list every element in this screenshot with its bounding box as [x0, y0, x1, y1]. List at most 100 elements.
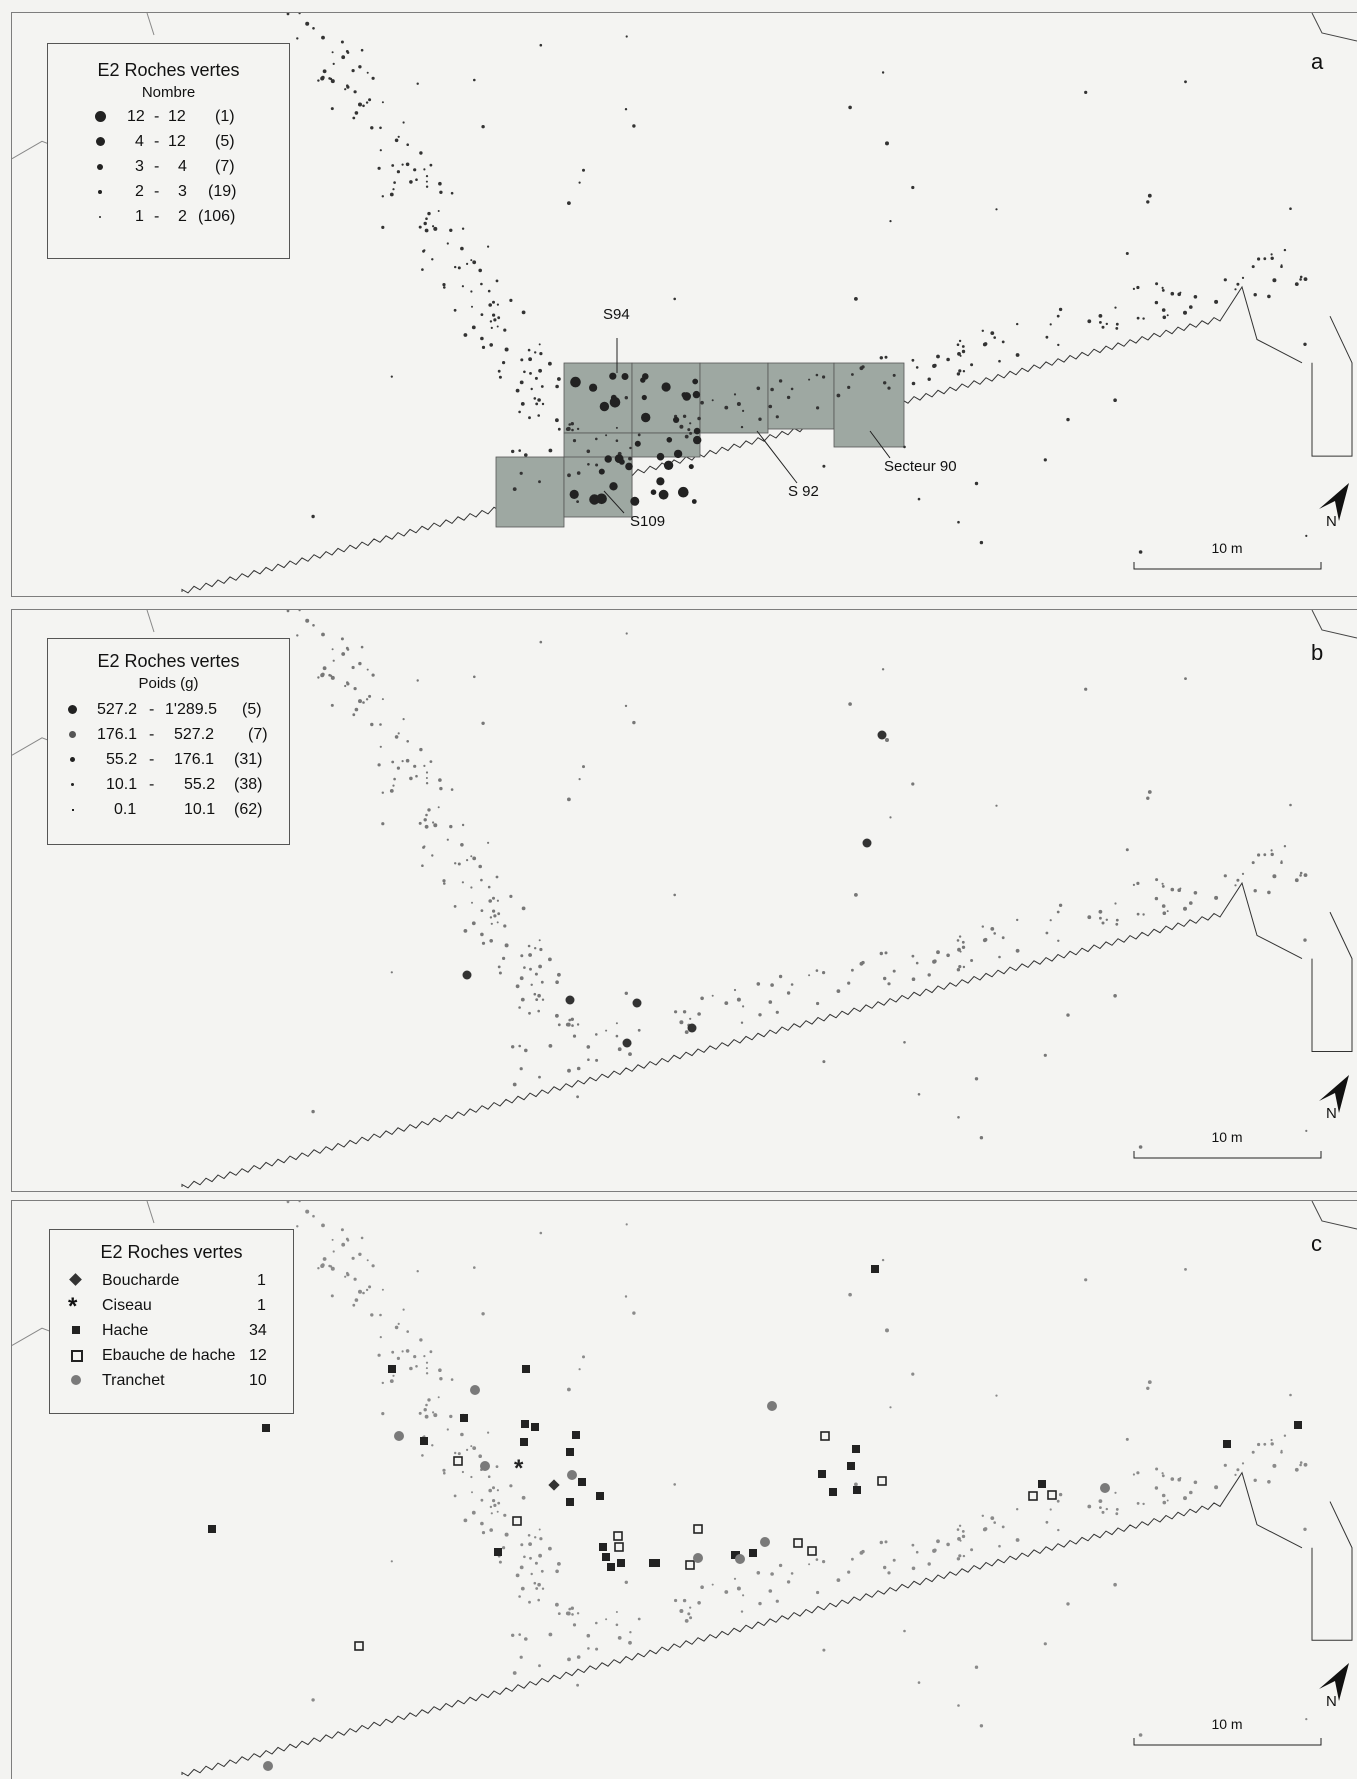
find-point	[990, 927, 995, 931]
find-point	[331, 51, 334, 54]
find-point	[450, 788, 454, 791]
find-point	[851, 968, 854, 972]
find-point	[555, 1013, 559, 1018]
find-point	[1115, 322, 1119, 326]
find-point	[425, 175, 429, 178]
find-point	[286, 1201, 290, 1204]
north-arrow-icon	[1319, 1075, 1349, 1113]
axe-square	[617, 1559, 625, 1567]
find-point	[401, 760, 404, 763]
find-point	[598, 468, 605, 475]
label-s94: S94	[603, 306, 630, 323]
find-point	[903, 1041, 906, 1044]
find-point	[1161, 904, 1166, 908]
find-point	[697, 416, 701, 421]
find-point	[1289, 1393, 1292, 1397]
find-point	[956, 343, 960, 347]
north-label: N	[1326, 1693, 1337, 1710]
find-point	[1294, 1467, 1299, 1472]
find-point	[346, 682, 350, 686]
find-point	[1043, 1642, 1047, 1646]
find-point	[461, 881, 464, 884]
find-point	[565, 1611, 570, 1616]
legend-subtitle: Poids (g)	[138, 675, 199, 692]
find-point	[424, 228, 429, 233]
find-point	[312, 27, 315, 30]
find-point	[927, 973, 931, 977]
find-point	[433, 823, 438, 828]
find-point	[1299, 1463, 1302, 1467]
find-point	[1101, 1510, 1105, 1514]
find-point	[736, 997, 741, 1002]
find-point	[956, 968, 961, 972]
find-point	[341, 1242, 346, 1247]
find-point	[541, 402, 545, 406]
find-point	[498, 1560, 502, 1564]
find-point	[733, 988, 737, 992]
find-point	[674, 1598, 678, 1603]
find-point	[595, 1058, 599, 1062]
scale-bar	[1133, 1738, 1322, 1746]
find-point	[379, 1313, 382, 1317]
find-point	[689, 1017, 692, 1020]
find-point	[1087, 915, 1092, 920]
find-point	[958, 1524, 962, 1527]
find-point	[742, 1005, 745, 1008]
find-point	[555, 1602, 559, 1607]
shoreline	[181, 285, 1303, 594]
find-point	[637, 1028, 641, 1032]
find-point	[370, 1313, 374, 1317]
find-point	[425, 1361, 429, 1364]
find-point	[609, 482, 618, 491]
find-point	[700, 1585, 704, 1589]
find-point	[396, 170, 400, 174]
shoreline	[181, 1471, 1303, 1777]
find-point	[481, 345, 486, 349]
find-point	[425, 771, 429, 774]
find-point	[449, 824, 453, 829]
axe-square	[460, 1414, 468, 1422]
find-point	[970, 1548, 974, 1552]
find-point	[775, 1599, 779, 1603]
find-point	[879, 951, 883, 956]
find-point	[962, 370, 966, 373]
find-point	[432, 225, 435, 228]
find-point	[530, 1572, 533, 1576]
find-point	[418, 1411, 422, 1415]
boucharde-diamond	[548, 1479, 560, 1491]
find-point	[983, 1527, 988, 1531]
find-point	[961, 1534, 966, 1539]
find-point	[981, 925, 984, 928]
find-point	[321, 75, 325, 80]
find-point	[503, 924, 507, 928]
find-point	[497, 316, 501, 320]
find-point	[663, 460, 674, 470]
find-point	[1049, 323, 1052, 326]
find-point	[1270, 1442, 1274, 1446]
find-point	[322, 1257, 327, 1261]
find-point	[724, 1001, 729, 1005]
axe-square	[521, 1420, 529, 1428]
find-point	[1236, 282, 1240, 286]
finds-c	[195, 1201, 1308, 1737]
find-point	[401, 1350, 404, 1353]
find-point	[419, 1338, 423, 1342]
label-s92: S 92	[788, 483, 819, 500]
find-point	[596, 493, 607, 505]
find-point	[946, 1542, 950, 1547]
find-point	[534, 376, 538, 380]
find-point	[390, 971, 393, 974]
find-point	[861, 1549, 865, 1554]
find-point	[962, 1554, 966, 1558]
find-point	[1263, 853, 1267, 857]
find-point	[1253, 889, 1257, 893]
find-point	[296, 634, 299, 637]
find-point	[815, 969, 819, 972]
find-point	[1105, 1507, 1109, 1511]
find-point	[504, 943, 509, 948]
find-point	[437, 1396, 440, 1399]
sector-s94-5	[631, 432, 701, 458]
find-point	[498, 971, 502, 975]
find-point	[286, 610, 290, 613]
find-point	[1170, 887, 1175, 892]
